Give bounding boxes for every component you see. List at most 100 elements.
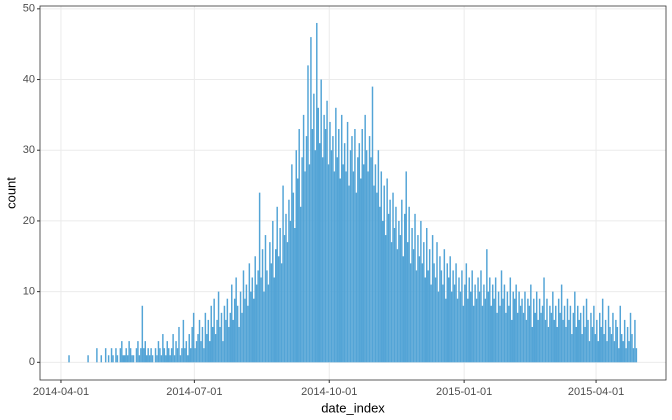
axes: 0 10 20 30 40 50 2014-04-01 2014-07-01 2014-10-0… xyxy=(23,3,624,398)
bar xyxy=(361,129,363,363)
bar xyxy=(228,326,230,363)
bar xyxy=(295,150,297,363)
bar xyxy=(250,291,252,363)
bar xyxy=(147,348,149,363)
bar xyxy=(235,277,237,363)
bar xyxy=(571,334,573,363)
bar xyxy=(499,305,501,363)
bar xyxy=(496,312,498,363)
bar xyxy=(455,263,457,363)
bar xyxy=(568,319,570,363)
bar xyxy=(555,305,557,363)
bar xyxy=(456,298,459,363)
bar xyxy=(340,114,343,363)
x-tick-label: 2014-07-01 xyxy=(166,386,222,398)
bar xyxy=(257,270,259,363)
bar xyxy=(421,263,424,363)
bar xyxy=(562,319,564,363)
bar xyxy=(150,348,152,363)
bar xyxy=(487,291,490,363)
bar xyxy=(584,326,586,363)
bar xyxy=(512,291,514,363)
bar xyxy=(518,291,520,363)
bar xyxy=(255,284,258,363)
bar xyxy=(132,355,135,363)
bar xyxy=(351,136,353,363)
bar xyxy=(625,348,627,363)
bar xyxy=(399,235,402,363)
bar xyxy=(449,256,451,363)
bar xyxy=(472,305,475,363)
bar xyxy=(612,312,614,363)
bar xyxy=(447,277,450,363)
bar xyxy=(232,319,234,363)
bar xyxy=(239,291,242,363)
bar xyxy=(195,341,198,363)
bar xyxy=(201,326,204,363)
bar xyxy=(360,178,362,363)
bar xyxy=(283,235,286,363)
bar xyxy=(575,326,578,363)
bar xyxy=(590,312,592,363)
bar xyxy=(599,312,601,363)
bar xyxy=(336,157,339,363)
bar xyxy=(207,319,210,363)
bar xyxy=(151,355,154,363)
bar xyxy=(323,114,325,363)
bar xyxy=(242,270,245,363)
bar xyxy=(178,326,180,363)
bar xyxy=(481,305,484,363)
bar xyxy=(188,334,190,363)
bar xyxy=(326,100,328,363)
bar xyxy=(311,129,314,363)
bar xyxy=(596,319,598,363)
bar xyxy=(386,178,388,363)
bar xyxy=(417,235,419,363)
bar xyxy=(402,256,405,363)
bar xyxy=(301,157,303,363)
bar xyxy=(119,348,122,363)
bar xyxy=(229,312,232,363)
bar xyxy=(516,312,519,363)
bar xyxy=(373,185,375,363)
bar xyxy=(459,291,462,363)
bar xyxy=(560,284,563,363)
bar xyxy=(121,341,123,363)
bar xyxy=(112,355,114,363)
bar xyxy=(588,341,591,363)
bar xyxy=(364,114,366,363)
bar xyxy=(157,341,160,363)
bar xyxy=(275,249,277,363)
y-tick-label: 0 xyxy=(29,356,35,368)
bar xyxy=(477,277,479,363)
bar xyxy=(491,284,494,363)
bar xyxy=(384,235,387,363)
bar xyxy=(167,348,170,363)
bar xyxy=(606,341,608,363)
bar xyxy=(538,298,541,363)
bar xyxy=(579,312,582,363)
bar xyxy=(610,334,613,363)
bar xyxy=(389,199,391,363)
bar xyxy=(502,298,504,363)
bar xyxy=(156,355,158,363)
bar xyxy=(263,291,265,363)
bar xyxy=(474,284,476,363)
bar xyxy=(434,277,437,363)
bar xyxy=(332,136,334,363)
bar xyxy=(236,305,239,363)
bar xyxy=(329,121,331,363)
bar xyxy=(354,129,356,363)
bar xyxy=(273,277,276,363)
bars xyxy=(68,22,638,363)
x-axis-title: date_index xyxy=(321,400,385,415)
y-tick-label: 10 xyxy=(23,286,35,298)
bar xyxy=(629,312,632,363)
bar xyxy=(613,341,616,363)
bar xyxy=(362,164,365,363)
bar xyxy=(420,220,422,363)
bar xyxy=(534,312,536,363)
bar xyxy=(398,220,400,363)
bar xyxy=(270,263,273,363)
bar xyxy=(467,298,469,363)
